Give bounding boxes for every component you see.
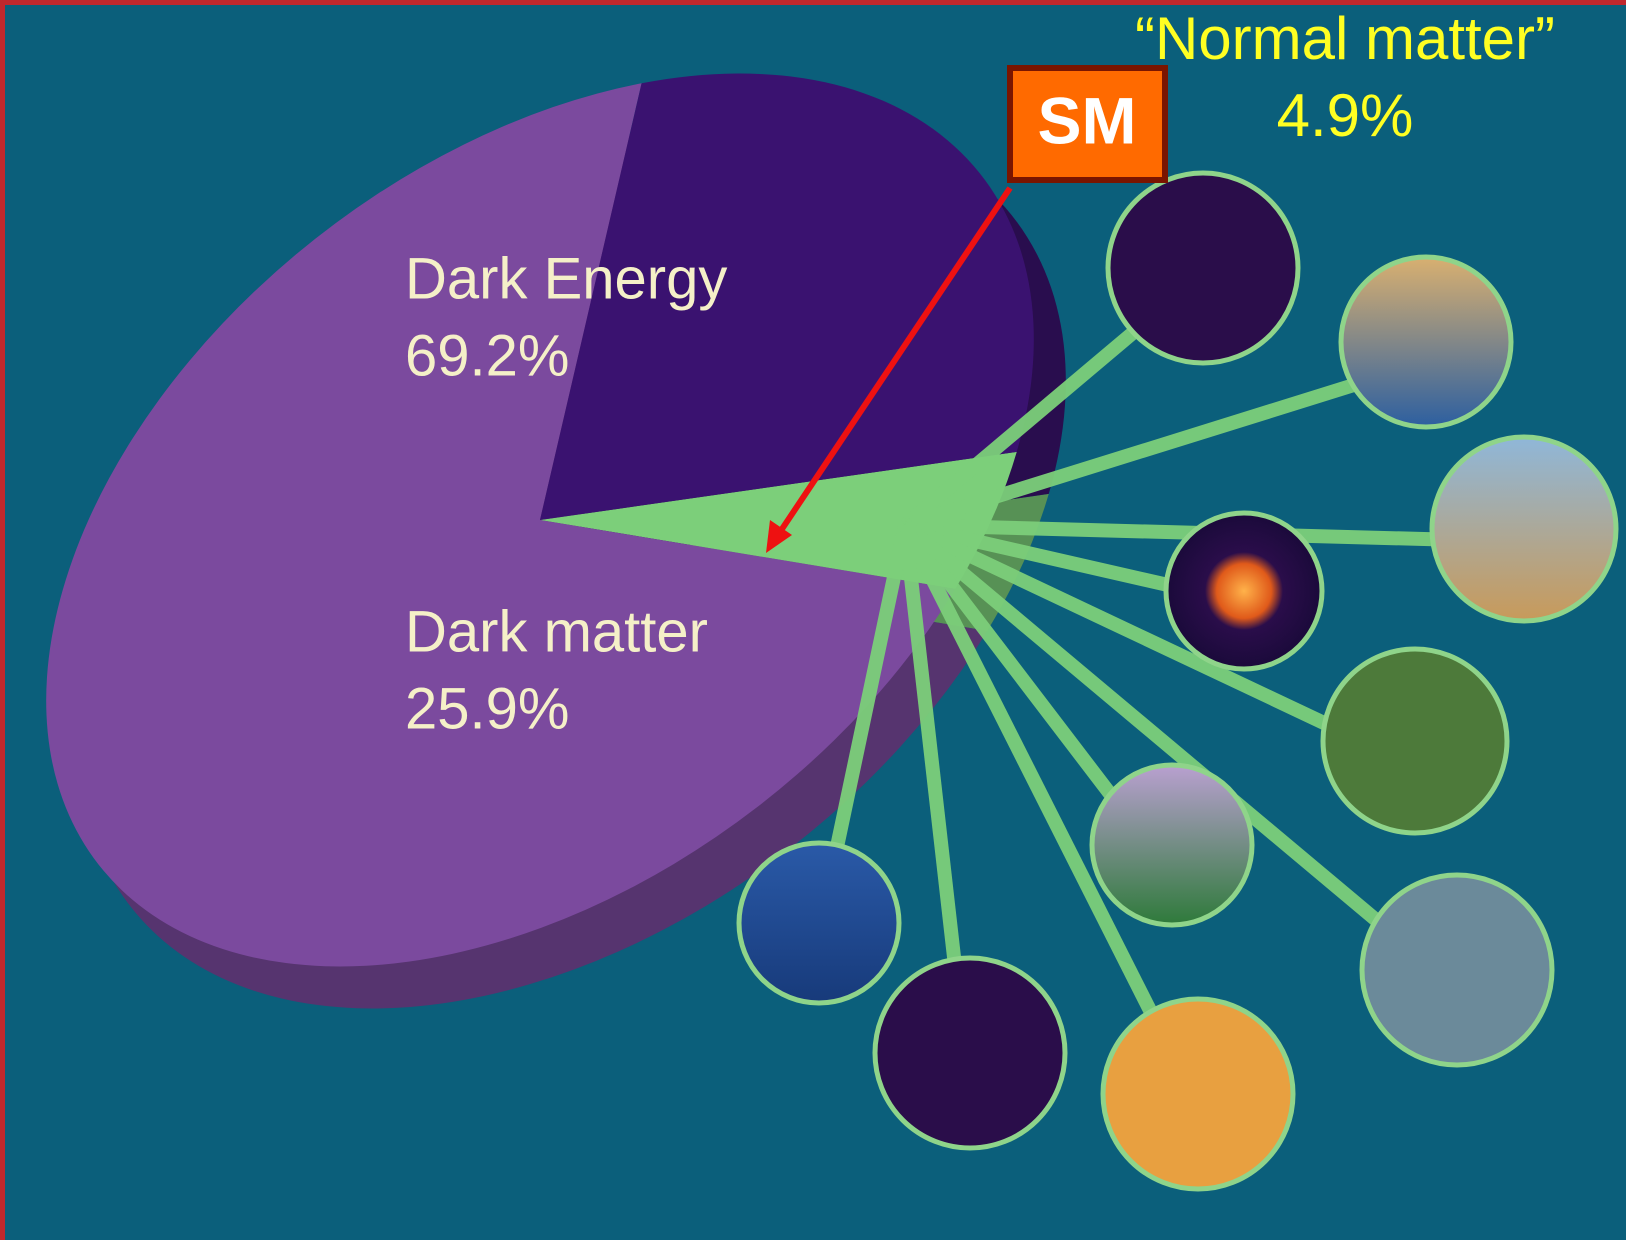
frame-left xyxy=(0,0,5,1240)
slice xyxy=(46,83,956,967)
slice-label: Dark matter xyxy=(405,599,708,664)
arrow xyxy=(766,186,1013,553)
phone-icon xyxy=(1338,254,1514,430)
landscape-icon xyxy=(1089,762,1255,928)
slice-label: “Normal matter” xyxy=(1135,5,1555,72)
city-icon xyxy=(1429,434,1619,624)
sm-box xyxy=(1007,65,1168,183)
beach-icon xyxy=(1100,996,1296,1192)
value-label: 69.2% xyxy=(405,323,569,388)
value-label: 4.9% xyxy=(1277,82,1414,149)
icons xyxy=(736,170,1619,1192)
slice xyxy=(540,73,1034,520)
annotation: SM xyxy=(1038,83,1137,157)
animals-icon xyxy=(1320,646,1510,836)
galaxies-icon xyxy=(1105,170,1301,366)
frame-top xyxy=(0,0,1626,5)
slice-label: Dark Energy xyxy=(405,246,727,311)
cars-icon xyxy=(1359,872,1555,1068)
planets-icon xyxy=(872,955,1068,1151)
value-label: 25.9% xyxy=(405,676,569,741)
whale-icon xyxy=(736,840,902,1006)
star-icon xyxy=(1163,510,1325,672)
rays xyxy=(823,304,1461,1054)
